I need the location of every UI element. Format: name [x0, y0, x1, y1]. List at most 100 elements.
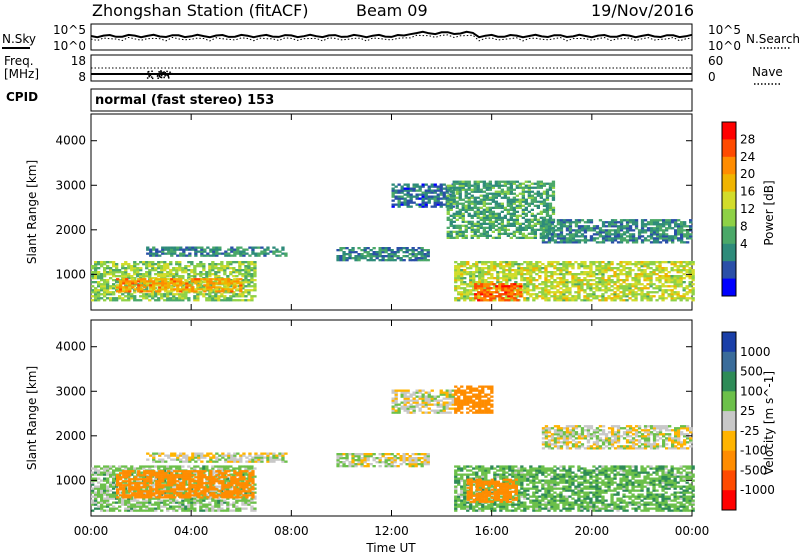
range-cell	[247, 481, 251, 484]
range-cell	[241, 479, 245, 482]
range-cell	[154, 273, 158, 276]
range-cell	[241, 263, 245, 266]
range-cell	[119, 472, 123, 475]
range-cell	[607, 297, 611, 300]
range-cell	[622, 237, 627, 240]
range-cell	[514, 263, 518, 266]
range-cell	[235, 275, 239, 278]
range-cell	[100, 289, 104, 292]
range-cell	[505, 275, 509, 278]
range-cell	[145, 267, 149, 270]
range-cell	[100, 265, 104, 268]
range-cell	[229, 487, 233, 490]
range-cell	[455, 204, 459, 207]
range-cell	[492, 295, 496, 298]
range-cell	[676, 271, 680, 274]
range-cell	[685, 299, 689, 302]
range-cell	[115, 467, 119, 470]
range-cell	[670, 285, 674, 288]
range-cell	[94, 281, 98, 284]
range-cell	[643, 225, 648, 228]
range-cell	[527, 224, 531, 227]
range-cell	[137, 286, 141, 289]
range-cell	[217, 267, 221, 270]
range-cell	[397, 183, 401, 186]
range-cell	[610, 275, 614, 278]
range-cell	[486, 293, 490, 296]
range-cell	[457, 299, 461, 302]
range-cell	[476, 214, 480, 217]
range-cell	[418, 197, 422, 200]
range-cell	[106, 493, 110, 496]
range-cell	[184, 489, 188, 492]
range-cell	[94, 269, 98, 272]
range-cell	[408, 259, 412, 262]
range-cell	[181, 497, 185, 500]
range-cell	[553, 267, 557, 270]
range-cell	[574, 261, 578, 264]
range-cell	[97, 291, 101, 294]
range-cell	[250, 299, 254, 302]
range-cell	[247, 291, 251, 294]
range-cell	[643, 239, 648, 242]
range-cell	[464, 180, 468, 183]
range-cell	[568, 223, 573, 226]
range-cell	[215, 254, 219, 257]
range-cell	[667, 271, 671, 274]
range-cell	[520, 289, 524, 292]
range-cell	[523, 287, 527, 290]
range-cell	[188, 490, 192, 493]
range-cell	[628, 237, 633, 240]
range-cell	[562, 241, 567, 244]
range-cell	[133, 273, 137, 276]
range-cell	[420, 253, 424, 256]
range-cell	[381, 249, 385, 252]
range-cell	[421, 203, 425, 206]
range-cell	[565, 233, 570, 236]
range-cell	[212, 284, 216, 287]
range-cell	[128, 286, 132, 289]
range-cell	[544, 283, 548, 286]
range-cell	[170, 484, 174, 487]
range-cell	[492, 297, 496, 300]
range-cell	[507, 289, 511, 292]
range-cell	[652, 287, 656, 290]
range-cell	[492, 283, 496, 286]
range-cell	[406, 193, 410, 196]
range-cell	[200, 252, 204, 255]
range-cell	[604, 231, 609, 234]
range-cell	[595, 267, 599, 270]
range-cell	[655, 285, 659, 288]
range-cell	[510, 291, 514, 294]
range-cell	[518, 202, 522, 205]
range-cell	[116, 484, 120, 487]
range-cell	[565, 263, 569, 266]
range-cell	[668, 225, 672, 228]
range-cell	[160, 481, 164, 484]
range-cell	[545, 190, 550, 193]
range-cell	[170, 288, 174, 291]
range-cell	[458, 180, 462, 183]
range-cell	[455, 212, 459, 215]
range-cell	[137, 486, 141, 489]
range-cell	[506, 218, 510, 221]
range-cell	[691, 263, 695, 266]
range-cell	[646, 263, 650, 266]
range-cell	[103, 467, 107, 470]
range-cell	[473, 196, 477, 199]
range-cell	[464, 196, 468, 199]
range-cell	[511, 273, 515, 276]
range-cell	[667, 275, 671, 278]
range-cell	[461, 188, 465, 191]
range-cell	[211, 489, 215, 492]
range-cell	[553, 225, 558, 228]
range-cell	[643, 223, 648, 226]
range-cell	[607, 233, 612, 236]
range-cell	[122, 290, 126, 293]
range-cell	[500, 196, 504, 199]
range-cell	[202, 263, 206, 266]
range-cell	[583, 231, 588, 234]
range-cell	[100, 293, 104, 296]
range-cell	[106, 261, 110, 264]
range-cell	[137, 484, 141, 487]
